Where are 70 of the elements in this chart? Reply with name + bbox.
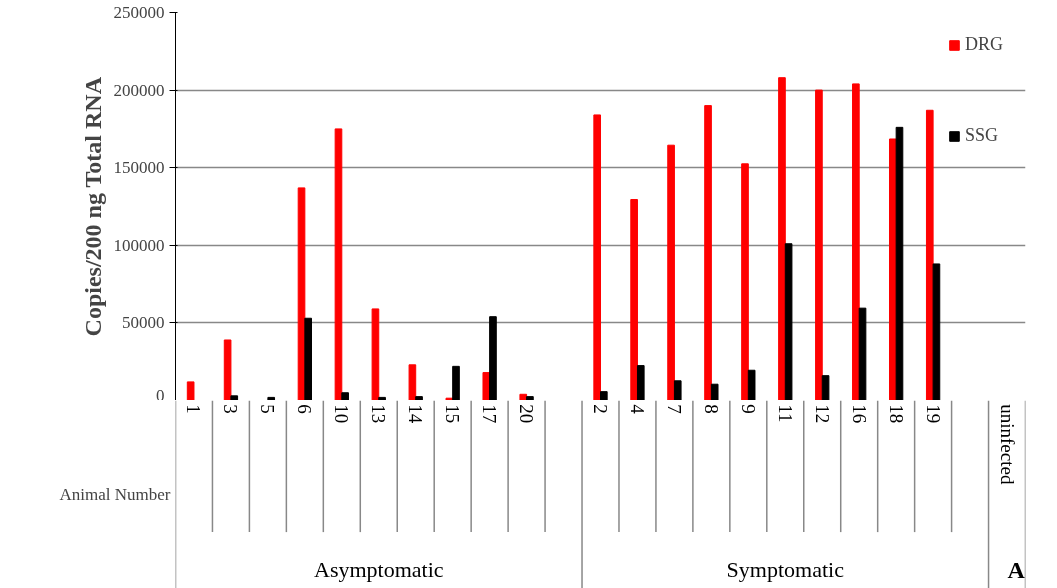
x-tick-label: 13	[368, 404, 390, 424]
x-tick-label: 3	[220, 404, 242, 414]
bar	[821, 375, 830, 400]
text: Symptomatic	[726, 557, 845, 583]
x-tick-label: uninfected	[996, 404, 1018, 485]
x-tick-label: 1	[183, 404, 205, 414]
bar	[371, 308, 380, 400]
x-tick-label: 19	[922, 404, 944, 424]
y-tick-label: 0	[156, 385, 165, 405]
bar	[489, 316, 497, 400]
y-tick-label: 150000	[113, 158, 165, 178]
legend-label: DRG	[964, 34, 1003, 55]
x-tick-label: 11	[774, 404, 796, 423]
bar	[784, 243, 793, 400]
bar	[932, 263, 941, 400]
bar	[304, 317, 312, 400]
bar	[452, 365, 460, 400]
legend-label: SSG	[964, 125, 999, 146]
y-tick-label: 250000	[113, 3, 165, 22]
bar	[704, 105, 712, 400]
x-tick-label: 5	[257, 404, 279, 414]
x-tick-label: 15	[442, 404, 464, 424]
bar	[852, 83, 860, 400]
bar	[858, 307, 867, 400]
x-tick-label: 12	[811, 404, 833, 424]
bar	[778, 77, 786, 400]
x-tick-label: 2	[590, 404, 611, 414]
x-tick-label: 7	[663, 404, 685, 414]
text: A	[1007, 556, 1026, 583]
bar	[815, 89, 823, 400]
x-tick-label: 16	[848, 404, 870, 424]
x-tick-label: 8	[700, 404, 722, 414]
bar	[378, 396, 386, 400]
bar	[667, 144, 675, 400]
bar	[636, 365, 645, 400]
bar	[925, 109, 934, 400]
bar	[741, 163, 749, 400]
bar	[408, 364, 417, 400]
x-tick-label: 10	[331, 404, 353, 424]
x-tick-label: 14	[405, 404, 427, 424]
bar	[230, 395, 239, 400]
x-axis-title: Animal Number	[59, 485, 171, 504]
x-tick-label: 9	[737, 404, 759, 414]
bar	[415, 396, 423, 400]
bar	[747, 369, 756, 400]
text: Asymptomatic	[313, 557, 444, 583]
y-tick-label: 200000	[113, 80, 165, 100]
bar	[186, 381, 195, 400]
bar	[341, 392, 349, 400]
x-tick-label: 20	[516, 404, 538, 424]
y-tick-label: 50000	[122, 313, 165, 333]
bar	[267, 396, 276, 400]
bar	[600, 391, 608, 400]
bar	[519, 393, 528, 400]
bar	[223, 339, 232, 400]
bar	[710, 383, 719, 400]
bar	[630, 199, 638, 400]
x-tick-label: 18	[885, 404, 907, 424]
x-tick-label: 4	[626, 404, 648, 415]
y-axis-title: Copies/200 ng Total RNA	[79, 76, 106, 337]
x-tick-label: 17	[479, 404, 501, 424]
bar	[889, 138, 897, 400]
y-tick-label: 100000	[113, 235, 165, 255]
x-tick-label: 6	[294, 404, 316, 414]
bar	[593, 114, 601, 400]
bar	[673, 380, 682, 400]
bar	[526, 396, 534, 400]
bar	[482, 372, 491, 400]
bar	[334, 128, 343, 400]
bar	[895, 126, 904, 400]
